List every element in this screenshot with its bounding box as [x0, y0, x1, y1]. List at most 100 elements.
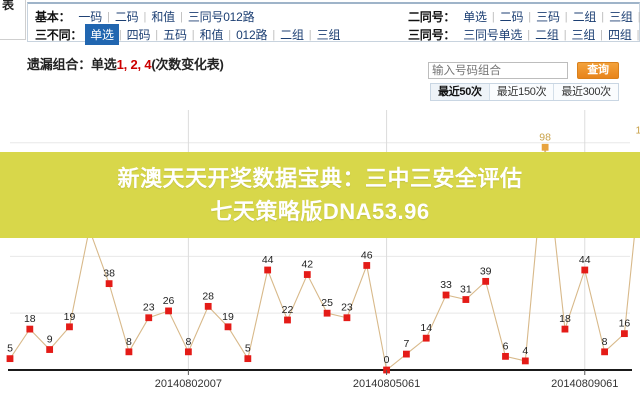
data-point-25[interactable]	[502, 352, 509, 360]
omission-line-chart: 5 18 9 19 62 38 8 23 26 8 28 19 5 44 22 42 25 23 46 0 7 14 33 3…	[0, 105, 640, 400]
data-point-1[interactable]	[26, 325, 34, 333]
nav-separator: |	[528, 10, 532, 23]
nav-separator: |	[118, 28, 122, 41]
data-point-8[interactable]	[165, 307, 172, 315]
range-tab-0[interactable]: 最近50次	[431, 84, 490, 100]
data-point-29[interactable]	[581, 266, 589, 274]
data-label-1: 18	[24, 313, 36, 325]
data-label-25: 6	[503, 340, 509, 352]
nav-item-three-different-0[interactable]: 单选	[85, 24, 119, 45]
nav-item-three-different-1[interactable]: 四码	[126, 28, 151, 42]
x-tick-label-0: 20140802007	[155, 378, 222, 390]
nav-separator: |	[228, 28, 232, 41]
nav-separator: |	[179, 10, 183, 23]
data-label-26: 4	[522, 345, 528, 357]
data-label-24: 39	[480, 265, 492, 277]
nav-group-title-basic: 基本：	[35, 10, 71, 24]
nav-item-three-same-1[interactable]: 二组	[535, 28, 559, 42]
nav-separator: |	[601, 10, 605, 23]
nav-item-two-same-2[interactable]: 三码	[536, 10, 560, 24]
data-point-24[interactable]	[482, 277, 490, 285]
data-point-15[interactable]	[303, 271, 311, 278]
data-point-14[interactable]	[284, 316, 291, 324]
nav-item-basic-2[interactable]: 和值	[151, 10, 175, 24]
data-point-30[interactable]	[601, 348, 608, 356]
range-tab-1[interactable]: 最近150次	[490, 84, 555, 100]
data-point-17[interactable]	[343, 314, 351, 322]
nav-item-basic-0[interactable]: 一码	[78, 10, 103, 24]
data-label-7: 23	[143, 302, 155, 314]
data-label-14: 22	[282, 304, 294, 316]
stub-label: 表	[2, 0, 15, 12]
omission-suffix: (次数变化表)	[151, 57, 224, 72]
nav-row-basic: 基本： 一码 | 二码 | 和值 | 三同号012路	[35, 7, 259, 26]
data-point-10[interactable]	[204, 302, 212, 310]
data-point-26[interactable]	[521, 357, 529, 365]
data-point-23[interactable]	[462, 296, 470, 303]
data-label-21: 14	[420, 322, 432, 334]
data-label-11: 19	[222, 311, 234, 323]
nav-item-basic-3[interactable]: 三同号012路	[187, 10, 255, 24]
data-label-20: 7	[403, 338, 409, 350]
x-tick-label-2: 20140809061	[551, 378, 618, 390]
data-point-31[interactable]	[621, 330, 628, 338]
nav-item-two-same-1[interactable]: 二码	[499, 10, 524, 24]
omission-subtitle-row: 遗漏组合：单选1, 2, 4(次数变化表)	[27, 52, 640, 76]
data-point-18[interactable]	[363, 262, 371, 269]
data-point-27[interactable]	[541, 143, 549, 151]
data-point-4[interactable]	[85, 225, 93, 233]
data-label-27: 98	[539, 131, 551, 143]
omission-prefix: 遗漏组合：单选	[27, 57, 117, 72]
data-point-12[interactable]	[244, 355, 252, 363]
data-point-0[interactable]	[6, 355, 14, 363]
data-point-5[interactable]	[105, 280, 113, 288]
nav-separator: |	[107, 10, 110, 23]
nav-separator: |	[308, 28, 312, 41]
nav-item-two-same-3[interactable]: 二组	[572, 10, 597, 24]
data-label-6: 8	[126, 336, 132, 348]
number-combination-input[interactable]	[428, 62, 568, 79]
nav-item-three-same-0[interactable]: 三同号单选	[463, 28, 523, 42]
nav-separator: |	[272, 28, 276, 41]
data-label-32: 101	[635, 124, 640, 136]
nav-item-three-different-3[interactable]: 和值	[199, 28, 224, 42]
nav-separator: |	[563, 28, 567, 41]
data-point-21[interactable]	[422, 334, 430, 342]
nav-row-three-different: 三不同： 单选 | 四码 | 五码 | 和值 | 012路 | 二组 | 三组	[35, 24, 345, 45]
data-point-13[interactable]	[264, 266, 272, 274]
nav-item-three-different-4[interactable]: 012路	[236, 28, 268, 42]
range-tab-group: 最近50次 最近150次 最近300次	[430, 83, 619, 101]
data-point-6[interactable]	[125, 348, 133, 356]
nav-separator: |	[491, 10, 495, 23]
data-point-7[interactable]	[145, 314, 153, 322]
range-tab-2[interactable]: 最近300次	[561, 86, 611, 98]
nav-item-two-same-0[interactable]: 单选	[463, 10, 487, 24]
data-point-22[interactable]	[442, 291, 450, 299]
data-label-16: 25	[321, 297, 333, 309]
nav-item-basic-1[interactable]: 二码	[114, 10, 139, 24]
data-point-20[interactable]	[402, 350, 410, 358]
search-button[interactable]: 查询	[577, 62, 619, 79]
x-tick-label-1: 20140805061	[353, 378, 420, 390]
nav-item-three-same-2[interactable]: 三组	[571, 28, 596, 42]
data-label-29: 44	[579, 254, 591, 266]
data-point-28[interactable]	[561, 325, 569, 333]
data-point-9[interactable]	[184, 348, 192, 356]
data-point-11[interactable]	[224, 323, 232, 331]
nav-item-two-same-4[interactable]: 三组	[609, 10, 633, 24]
nav-item-three-different-5[interactable]: 二组	[280, 28, 304, 42]
nav-item-three-different-6[interactable]: 三组	[316, 28, 341, 42]
data-label-12: 5	[245, 343, 251, 355]
data-point-16[interactable]	[323, 309, 331, 317]
nav-row-two-same: 二同号：单选|二码|三码|二组|三组|和	[408, 7, 640, 26]
data-label-15: 42	[301, 259, 313, 271]
nav-item-three-same-3[interactable]: 四组	[608, 28, 632, 42]
nav-item-three-different-2[interactable]: 五码	[163, 28, 187, 42]
data-point-2[interactable]	[46, 346, 54, 353]
nav-separator: |	[636, 28, 640, 41]
omission-numbers: 1, 2, 4	[116, 57, 152, 72]
nav-separator: |	[155, 28, 159, 41]
nav-separator: |	[564, 10, 568, 23]
data-point-3[interactable]	[66, 323, 73, 331]
